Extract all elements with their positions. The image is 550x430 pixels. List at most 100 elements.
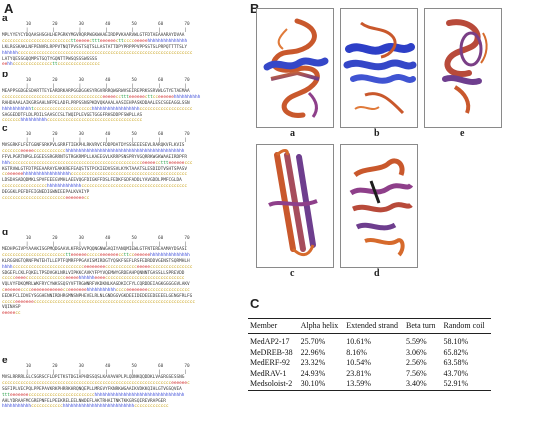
- panel-label-b: B: [250, 1, 260, 16]
- structure-label-d: d: [374, 268, 380, 279]
- secondary-structure-line: cccccccccccccccccccccccceeeeeeecc: [2, 195, 90, 201]
- sequence-line: KGTRVWLGTFDTPEEAARAYEAKKREFEAQSTSTPCKIED…: [2, 166, 188, 172]
- ribbon-model-c-image: [268, 149, 318, 256]
- secondary-structure-line: ccccccccccccccccccccccccccccccccccccccee…: [2, 95, 201, 101]
- sequence-label-b: b: [2, 72, 9, 80]
- secondary-structure-line: ceeeeeecccceeeeeeeeeeeecceeeeeeehhhhhhhh…: [2, 287, 190, 293]
- sequence-ruler-ticks: | | | | | | |: [2, 137, 188, 143]
- sequence-line: FFVLPGRTNPGLEGEESSRGRRNTGTRGKRMPLLKAEEGV…: [2, 154, 188, 160]
- table-cell: 8.16%: [346, 347, 367, 357]
- sequence-line: EEDKFCLIDVEYSGGHENNIRDHRGMNSNPHEVELRLNLG…: [2, 293, 193, 299]
- sequence-label-a: a: [2, 16, 8, 24]
- structure-label-a: a: [290, 128, 295, 139]
- table-cell: 65.82%: [443, 347, 469, 357]
- structure-label-e: e: [460, 128, 465, 139]
- sequence-line: VQLVYFDKQMRLWKFRYCYWKSSQSYVFTRGWNRFVKDKN…: [2, 282, 190, 288]
- secondary-structure-line: cccccccccccccccccccccccctteeeeeeccccceee…: [2, 253, 190, 259]
- table-cell: 3.40%: [403, 379, 442, 391]
- secondary-structure-line: cccccccccccccccccccccccccctteeeeecttteee…: [2, 39, 188, 45]
- structure-label-c: c: [290, 268, 295, 279]
- table-cell: 23.81%: [346, 368, 371, 378]
- table-cell: 30.10%: [298, 379, 345, 391]
- ribbon-model-e-image: [442, 19, 488, 114]
- table-header-row: Member Alpha helix Extended strand Beta tur…: [248, 318, 491, 334]
- table-header-cell: Random coil: [441, 318, 491, 334]
- sequence-line: LDSDASADQDMKLSPVFEEEGVMHLAEEVQGFDIGKFFDS…: [2, 178, 182, 184]
- secondary-structure-line: ttteeeeeeeccccccccccccccccccccccccchhhhh…: [2, 392, 185, 398]
- sequence-ruler-ticks: | | | | | | |: [2, 27, 188, 33]
- secondary-structure-line: cceeeeeehhhhhhhhhhhhhhhhhhcccccccccccccc…: [2, 172, 188, 178]
- table-cell: 63.58%: [443, 358, 469, 367]
- table-cell: 58.10%: [443, 337, 469, 346]
- sequence-line: MVSGRKFLFGTGGNFSRKPVLGRRFTIEKPHLRKVRVCFD…: [2, 143, 185, 149]
- table-cell: 24.93%: [300, 368, 326, 378]
- sequence-line: AHLYDRAAFMCGREPNFELPEEKRELEELNWDEFLAKTRH…: [2, 398, 166, 404]
- table-cell: 22.96%: [300, 347, 326, 357]
- sequence-ruler-ticks: | | | | | | |: [2, 369, 188, 375]
- table-cell: 23.32%: [300, 358, 326, 367]
- sequence-line: LATYQESSGQQMPSTGQTYGQNTTPWSQSSSWSSSS: [2, 56, 98, 62]
- sequence-line: LKLRGSKAKLNFPENVRLRPPVTNQTPVSSTSQTSLLAST…: [2, 44, 188, 50]
- ribbon-model-a-image: [263, 18, 329, 118]
- table-cell: 43.70%: [443, 368, 469, 378]
- sequence-line: DEGGKLPEFDFEIGNEDIGWNIEEPALKVAIYP: [2, 189, 90, 195]
- table-cell: MedRAV-1: [250, 368, 287, 378]
- table-cell: MedAP2-17: [250, 337, 290, 346]
- table-row: MeDREB-38 22.96% 8.16% 3.06% 65.82%: [248, 348, 491, 359]
- table-row: MedAP2-17 25.70% 10.61% 5.59% 58.10%: [248, 334, 491, 348]
- table-body: MedAP2-17 25.70% 10.61% 5.59% 58.10% MeDREB-3…: [248, 334, 491, 391]
- sequence-line: MVSLRRRRLGLCSGRSCFLDPITKSTDGIAPHDSSQSLKA…: [2, 375, 185, 381]
- secondary-structure-line: ccccceeeeccccccccccccccceeeeehhhhhheeeec…: [2, 276, 185, 282]
- table-cell: 3.06%: [405, 347, 427, 357]
- sequence-line: MEAPPSGDGESDARTTEYEARDRKARPGGDGGKSYRGVRR…: [2, 89, 190, 95]
- sequence-block-c: c 10 20 30 40 50 60 70 | | | | | | | MVSG…: [2, 126, 238, 201]
- table-header-cell: Alpha helix: [298, 318, 345, 334]
- secondary-structure-line: hhhhhhhhhhhtcccccccccccccccccccccchhhhhh…: [2, 106, 193, 112]
- structure-model-e: [424, 8, 502, 128]
- table-header-cell: Member: [248, 318, 299, 334]
- sequence-line: RAHDAAALAIKGRSAHLNFPELADFLPRPSSNSPKDVQKA…: [2, 100, 190, 106]
- table-row: Medsoloist-2 30.10% 13.59% 3.40% 52.91%: [248, 379, 491, 391]
- secondary-structure-table-wrap: Member Alpha helix Extended strand Beta tur…: [248, 318, 491, 391]
- sequence-ruler-ticks: | | | | | | |: [2, 241, 188, 247]
- table-cell: 10.54%: [346, 358, 371, 367]
- sequence-line: MPLYYEYCYDQAASHSGHLHEPGRKYMGVRQRPWGKWAAE…: [2, 33, 185, 39]
- sequence-ruler: 10 20 30 40 50 60 70: [2, 235, 190, 241]
- secondary-structure-line: eehhcccccccccccccccttcccccccccccccccc: [2, 62, 100, 68]
- structure-model-b: [340, 8, 418, 128]
- table-cell: 52.91%: [441, 379, 491, 391]
- sequence-block-b: b 10 20 30 40 50 60 70 | | | | | | | MEAP…: [2, 72, 238, 124]
- sequence-line: SGFIPLVECPQLPPEPAVKRKPHRRKHRQNQEPLLMRGVY…: [2, 386, 182, 392]
- secondary-structure-line: ccccccceeeeecccccccccccchhhhhhhhhhhhhhhh…: [2, 149, 185, 155]
- sequence-block-e: e 10 20 30 40 50 60 70 | | | | | | | MVSL…: [2, 358, 238, 410]
- secondary-structure-table: Member Alpha helix Extended strand Beta tur…: [248, 318, 491, 391]
- structure-model-d: [340, 144, 418, 268]
- secondary-structure-line: hhhccccccccccccccccccccccccccccccccccccc…: [2, 160, 193, 166]
- ribbon-model-d-image: [349, 158, 414, 257]
- secondary-structure-line: eeeeecc: [2, 311, 21, 317]
- sequence-ruler: 10 20 30 40 50 60 70: [2, 131, 190, 137]
- sequence-line: MEDHPGIVPYAAAKISGPMQDGAAVLKFRGVVPQQNGNWG…: [2, 247, 188, 253]
- sequence-line: SDGEFLCKLFQKELTPSDVGKLNRLVIPKKCAVKYFPYVQ…: [2, 270, 185, 276]
- secondary-structure-line: cccccccccccccccccccccccccccccccccccccccc…: [2, 381, 190, 387]
- secondary-structure-line: hhhhhhcccccccccccccccccccccccccccccccccc…: [2, 50, 193, 56]
- table-cell: MeDREB-38: [250, 347, 293, 357]
- table-row: MedRAV-1 24.93% 23.81% 7.56% 43.70%: [248, 369, 491, 380]
- structure-label-b: b: [374, 128, 380, 139]
- sequence-line: VQINASP: [2, 305, 21, 311]
- sequence-line: KLRGGNGTQRNFPWTEHTLLEPTFQMRFPPGAVISMIRDG…: [2, 258, 190, 264]
- sequence-label-d: d: [2, 230, 9, 238]
- sequence-label-c: c: [2, 126, 8, 134]
- sequence-ruler: 10 20 30 40 50 60 70: [2, 21, 190, 27]
- secondary-structure-line: ccccccccccccccccchhhhhhhhhhhhhcccccccccc…: [2, 183, 188, 189]
- sequence-block-a: a 10 20 30 40 50 60 70 | | | | | | | MPLY…: [2, 16, 238, 68]
- sequence-label-e: e: [2, 358, 8, 366]
- table-cell: 7.56%: [405, 368, 427, 378]
- secondary-structure-line: ccccceeeeeeecccccccccccccccccccccccccccc…: [2, 299, 195, 305]
- sequence-line: SAGGEDDTFLDLPDILSAASCCSLTWQIPLEVGETGGGFR…: [2, 112, 143, 118]
- secondary-structure-line: hhhhccccccccccccccccccccccccccceeeeeeeec…: [2, 264, 193, 270]
- structure-model-c: [256, 144, 334, 268]
- sequence-ruler-ticks: | | | | | | |: [2, 83, 188, 89]
- sequence-ruler: 10 20 30 40 50 60 70: [2, 77, 190, 83]
- structure-model-a: [256, 8, 334, 128]
